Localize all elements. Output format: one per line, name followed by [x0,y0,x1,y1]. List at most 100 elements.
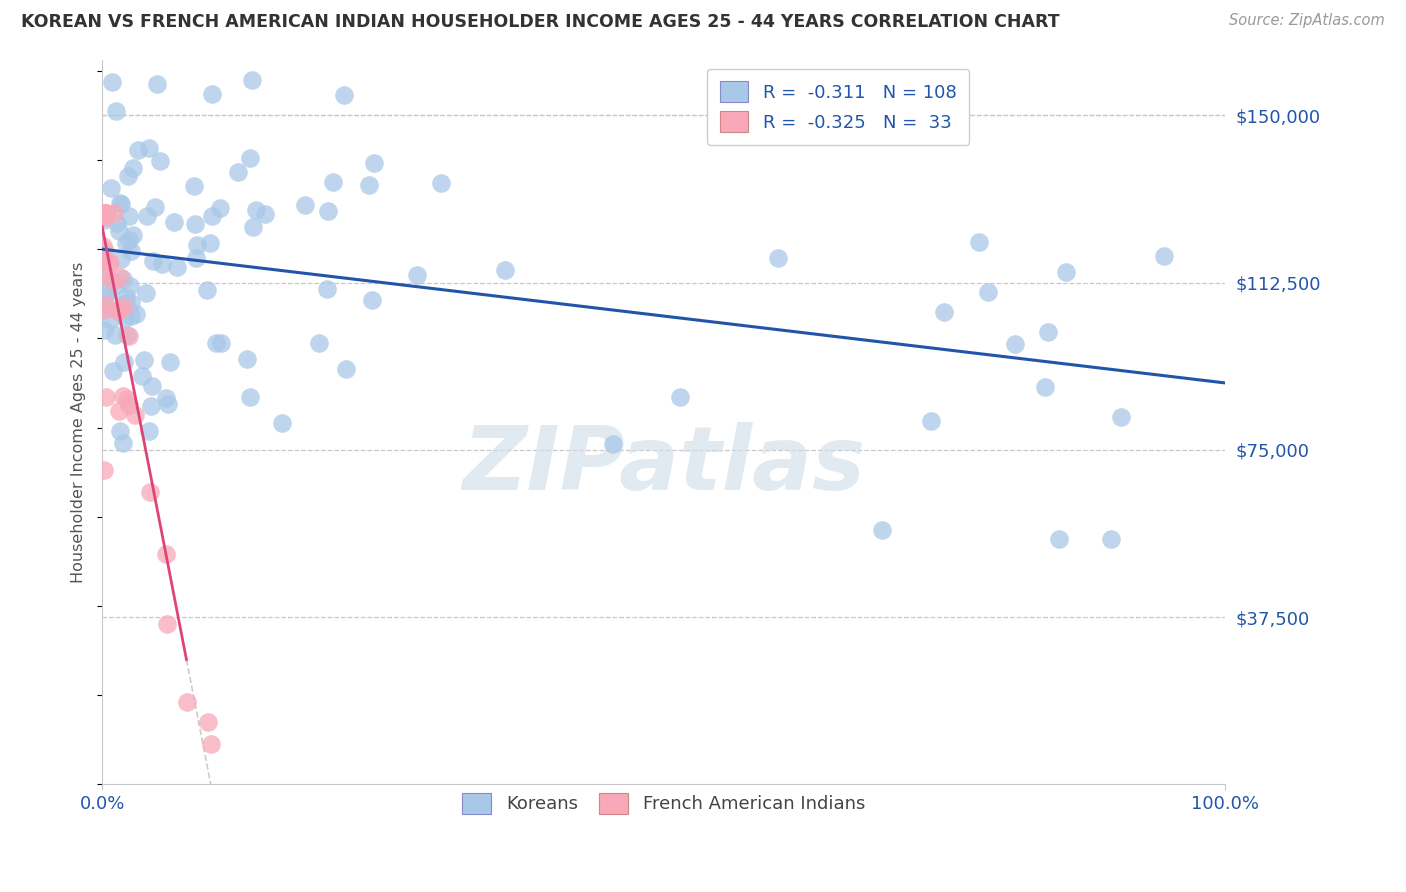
Text: KOREAN VS FRENCH AMERICAN INDIAN HOUSEHOLDER INCOME AGES 25 - 44 YEARS CORRELATI: KOREAN VS FRENCH AMERICAN INDIAN HOUSEHO… [21,13,1060,31]
Point [94,268,117,282]
Point [429,176,451,190]
Point [110,196,132,211]
Point [322,175,344,189]
Point [977,285,1000,300]
Point [115,328,138,343]
Point [176,695,198,709]
Point [118,279,141,293]
Point [120,310,142,324]
Point [110,252,132,266]
Point [967,235,990,249]
Point [98,313,121,327]
Point [94,296,117,310]
Point [115,236,138,251]
Point [141,379,163,393]
Point [768,251,790,265]
Point [118,398,141,412]
Legend: Koreans, French American Indians: Koreans, French American Indians [450,780,877,826]
Point [138,484,160,499]
Point [197,283,219,297]
Point [155,548,177,562]
Point [494,263,516,277]
Point [186,251,208,265]
Point [333,88,356,103]
Point [94,289,117,303]
Point [920,414,942,428]
Point [110,269,132,284]
Point [103,206,125,220]
Point [159,355,181,369]
Point [405,268,427,283]
Point [335,362,357,376]
Point [138,140,160,154]
Point [201,209,224,223]
Point [316,203,339,218]
Point [112,271,135,285]
Point [127,143,149,157]
Point [107,303,129,318]
Point [139,399,162,413]
Point [111,389,134,403]
Point [94,270,117,285]
Point [118,209,141,223]
Point [93,303,115,318]
Point [101,364,124,378]
Point [669,390,692,404]
Point [209,336,232,351]
Point [1004,336,1026,351]
Point [200,737,222,751]
Point [124,307,146,321]
Point [361,293,384,308]
Point [94,390,117,404]
Point [94,206,117,220]
Point [94,244,117,258]
Point [163,215,186,229]
Point [271,417,294,431]
Point [186,238,208,252]
Point [142,253,165,268]
Point [932,304,955,318]
Point [228,165,250,179]
Point [96,206,118,220]
Point [107,404,129,418]
Point [98,255,121,269]
Point [235,351,257,366]
Point [150,257,173,271]
Point [201,87,224,101]
Point [143,200,166,214]
Point [105,216,128,230]
Point [112,297,135,311]
Point [115,392,138,406]
Point [93,463,115,477]
Point [110,424,132,438]
Point [308,336,330,351]
Point [100,75,122,89]
Point [205,335,228,350]
Point [1099,532,1122,546]
Text: Source: ZipAtlas.com: Source: ZipAtlas.com [1229,13,1385,29]
Point [101,274,124,288]
Point [108,302,131,317]
Point [602,437,624,451]
Point [91,238,114,252]
Point [198,236,221,251]
Point [166,260,188,274]
Point [240,72,263,87]
Point [108,224,131,238]
Point [184,217,207,231]
Point [316,282,339,296]
Point [294,198,316,212]
Point [1153,249,1175,263]
Point [100,180,122,194]
Point [115,290,138,304]
Point [118,233,141,247]
Point [253,206,276,220]
Point [146,77,169,91]
Point [156,616,179,631]
Point [363,156,385,170]
Point [93,213,115,227]
Point [117,329,139,343]
Point [112,436,135,450]
Point [114,310,136,325]
Point [149,154,172,169]
